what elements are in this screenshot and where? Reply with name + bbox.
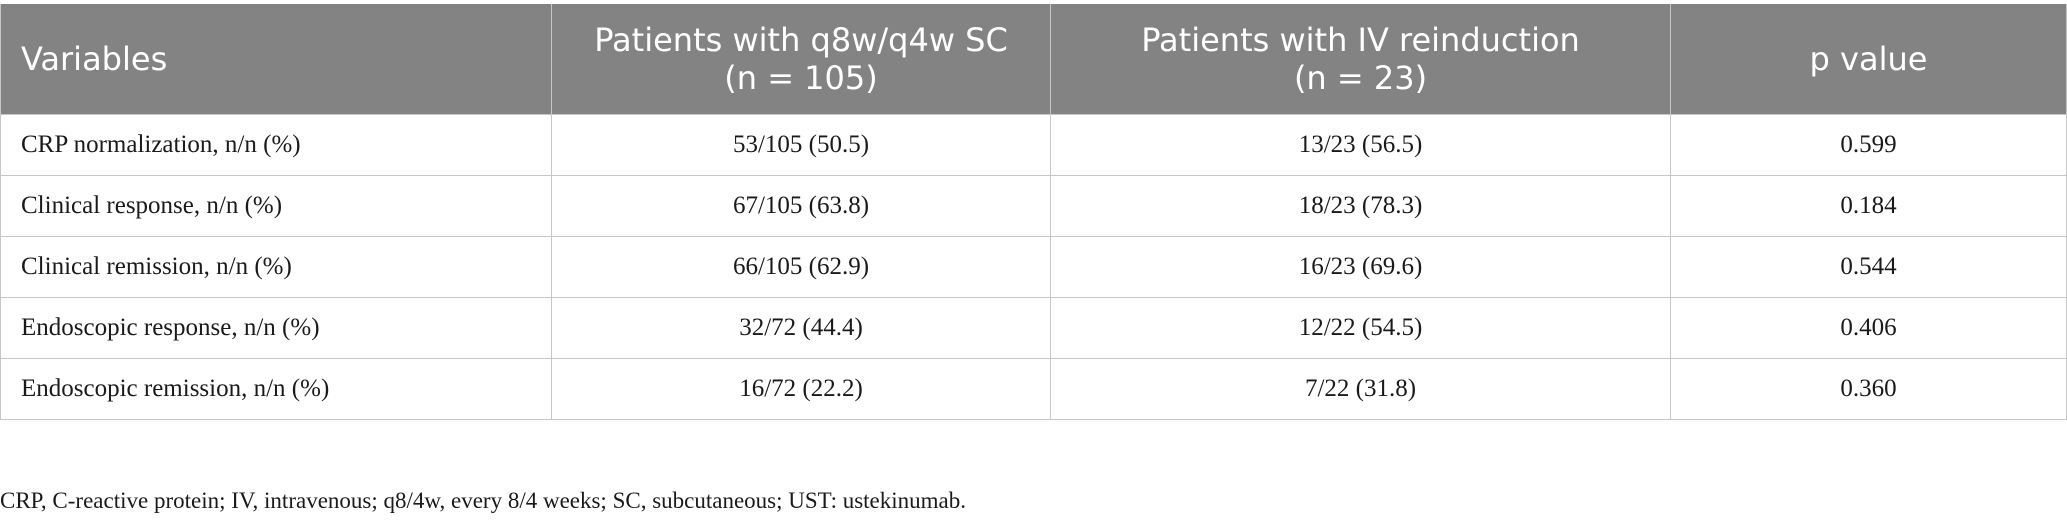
header-iv-group-count: (n = 23) [1293,58,1428,97]
cell-iv: 12/22 (54.5) [1050,296,1671,359]
cell-variable: Clinical response, n/n (%) [0,174,552,237]
cell-variable: CRP normalization, n/n (%) [0,113,552,176]
header-sc-group-count: (n = 105) [724,58,878,97]
cell-iv: 13/23 (56.5) [1050,113,1671,176]
cell-iv: 16/23 (69.6) [1050,235,1671,298]
cell-p-value: 0.184 [1670,174,2067,237]
cell-variable: Clinical remission, n/n (%) [0,235,552,298]
table-footnote: CRP, C-reactive protein; IV, intravenous… [0,488,966,513]
cell-variable: Endoscopic response, n/n (%) [0,296,552,359]
cell-p-value: 0.544 [1670,235,2067,298]
results-table-container: Variables Patients with q8w/q4w SC (n = … [0,4,2067,420]
table-row: Clinical response, n/n (%) 67/105 (63.8)… [0,174,2067,237]
table-row: Endoscopic remission, n/n (%) 16/72 (22.… [0,357,2067,420]
table-row: CRP normalization, n/n (%) 53/105 (50.5)… [0,113,2067,176]
header-iv-group: Patients with IV reinduction (n = 23) [1050,4,1671,115]
header-p-value-label: p value [1809,39,1928,78]
cell-sc: 67/105 (63.8) [551,174,1051,237]
cell-p-value: 0.360 [1670,357,2067,420]
results-table: Variables Patients with q8w/q4w SC (n = … [0,4,2067,420]
header-iv-group-label: Patients with IV reinduction [1141,20,1580,59]
header-sc-group-label: Patients with q8w/q4w SC [594,20,1008,59]
cell-p-value: 0.599 [1670,113,2067,176]
header-sc-group: Patients with q8w/q4w SC (n = 105) [551,4,1051,115]
cell-variable: Endoscopic remission, n/n (%) [0,357,552,420]
table-row: Endoscopic response, n/n (%) 32/72 (44.4… [0,296,2067,359]
table-row: Clinical remission, n/n (%) 66/105 (62.9… [0,235,2067,298]
cell-sc: 32/72 (44.4) [551,296,1051,359]
cell-sc: 66/105 (62.9) [551,235,1051,298]
header-row: Variables Patients with q8w/q4w SC (n = … [0,4,2067,115]
header-variables-label: Variables [21,39,168,78]
table-body: CRP normalization, n/n (%) 53/105 (50.5)… [0,113,2067,420]
header-p-value: p value [1670,4,2067,115]
cell-sc: 53/105 (50.5) [551,113,1051,176]
cell-iv: 18/23 (78.3) [1050,174,1671,237]
table-header: Variables Patients with q8w/q4w SC (n = … [0,4,2067,115]
cell-p-value: 0.406 [1670,296,2067,359]
cell-iv: 7/22 (31.8) [1050,357,1671,420]
header-variables: Variables [0,4,552,115]
cell-sc: 16/72 (22.2) [551,357,1051,420]
